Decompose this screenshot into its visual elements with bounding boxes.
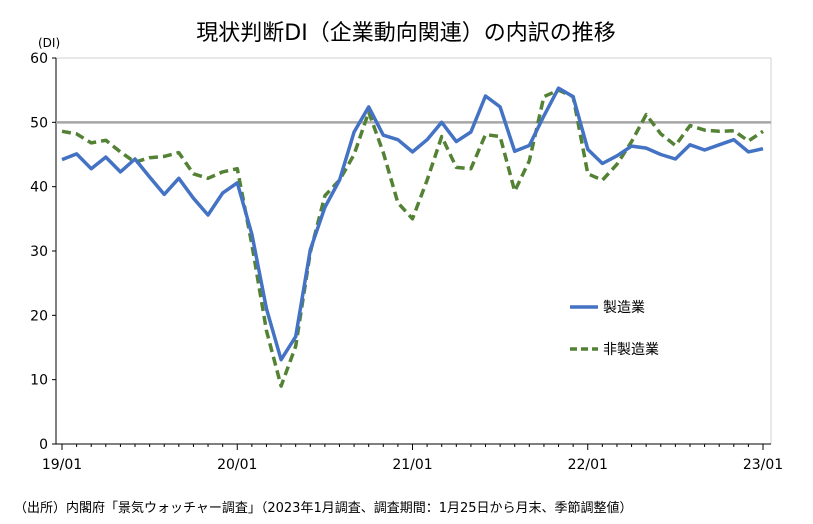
legend-label: 非製造業: [603, 342, 659, 358]
y-tick-label: 0: [39, 437, 48, 453]
series-line-non-manufacturing: [61, 88, 764, 388]
series-lines: [61, 86, 764, 388]
y-tick-label: 10: [30, 373, 48, 389]
x-tick-label: 22/01: [568, 457, 608, 473]
chart-title: 現状判断DI（企業動向関連）の内訳の推移: [196, 21, 615, 46]
y-tick-label: 30: [30, 244, 48, 260]
source-note: （出所）内閣府「景気ウォッチャー調査」（2023年1月調査、調査期間：1月25日…: [14, 500, 633, 516]
y-tick-label: 20: [30, 308, 48, 324]
y-tick-label: 50: [30, 115, 48, 131]
y-axis-unit: (DI): [38, 36, 60, 50]
y-tick-label: 40: [30, 180, 48, 196]
x-tick-label: 20/01: [217, 457, 257, 473]
series-line-manufacturing: [61, 86, 764, 362]
x-axis-ticks: 19/01 20/01 21/01 22/01 23/01: [42, 444, 783, 473]
x-tick-label: 19/01: [42, 457, 82, 473]
x-tick-label: 21/01: [392, 457, 432, 473]
y-axis-ticks: 0 10 20 30 40 50 60: [30, 51, 56, 453]
legend-label: 製造業: [603, 300, 645, 316]
x-tick-label: 23/01: [743, 457, 783, 473]
plot-frame: [55, 57, 772, 445]
y-tick-label: 60: [30, 51, 48, 67]
